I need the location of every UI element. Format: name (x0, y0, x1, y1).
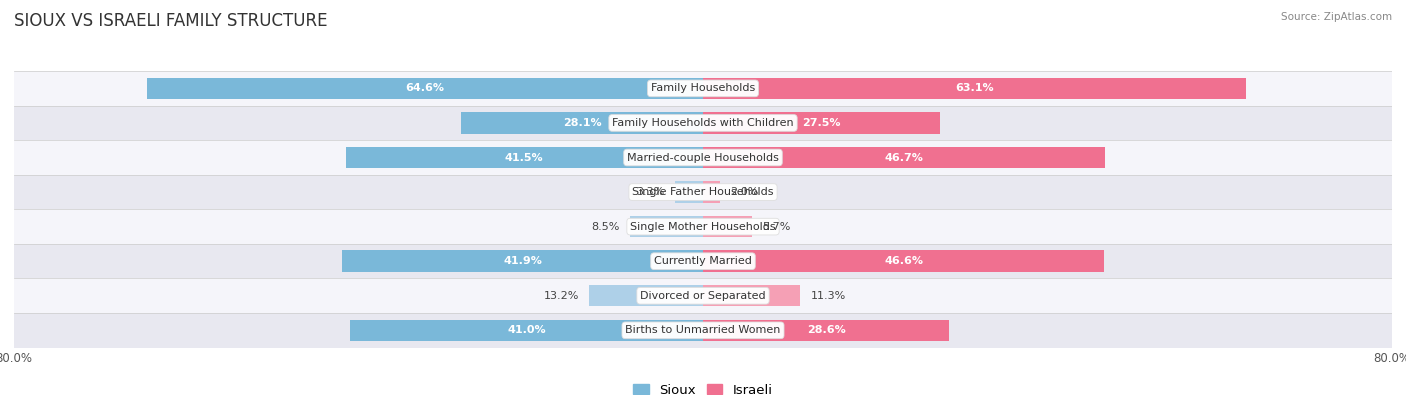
Text: SIOUX VS ISRAELI FAMILY STRUCTURE: SIOUX VS ISRAELI FAMILY STRUCTURE (14, 12, 328, 30)
Bar (703, 320, 949, 341)
Bar (675, 181, 703, 203)
Bar (14, 313, 1392, 348)
Text: Births to Unmarried Women: Births to Unmarried Women (626, 325, 780, 335)
Bar (346, 147, 703, 168)
Bar (14, 244, 1392, 278)
Text: 13.2%: 13.2% (544, 291, 579, 301)
Bar (703, 78, 1246, 99)
Bar (703, 216, 752, 237)
Text: Married-couple Households: Married-couple Households (627, 152, 779, 162)
Bar (350, 320, 703, 341)
Bar (703, 285, 800, 307)
Text: Single Mother Households: Single Mother Households (630, 222, 776, 231)
Text: 8.5%: 8.5% (591, 222, 620, 231)
Text: 11.3%: 11.3% (811, 291, 846, 301)
Bar (703, 112, 939, 134)
Bar (589, 285, 703, 307)
Text: 3.3%: 3.3% (636, 187, 664, 197)
Bar (14, 175, 1392, 209)
Text: 27.5%: 27.5% (803, 118, 841, 128)
Text: 41.9%: 41.9% (503, 256, 543, 266)
Bar (14, 140, 1392, 175)
Text: Source: ZipAtlas.com: Source: ZipAtlas.com (1281, 12, 1392, 22)
Bar (703, 181, 720, 203)
Bar (461, 112, 703, 134)
Bar (703, 147, 1105, 168)
Bar (14, 278, 1392, 313)
Text: 63.1%: 63.1% (956, 83, 994, 93)
Text: Single Father Households: Single Father Households (633, 187, 773, 197)
Bar (342, 250, 703, 272)
Text: Family Households: Family Households (651, 83, 755, 93)
Bar (14, 209, 1392, 244)
Text: 28.6%: 28.6% (807, 325, 845, 335)
Text: 41.5%: 41.5% (505, 152, 544, 162)
Text: 5.7%: 5.7% (762, 222, 790, 231)
Text: Currently Married: Currently Married (654, 256, 752, 266)
Text: 46.7%: 46.7% (884, 152, 924, 162)
Text: 64.6%: 64.6% (405, 83, 444, 93)
Text: 28.1%: 28.1% (562, 118, 602, 128)
Text: 2.0%: 2.0% (731, 187, 759, 197)
Legend: Sioux, Israeli: Sioux, Israeli (627, 378, 779, 395)
Bar (14, 106, 1392, 140)
Text: Divorced or Separated: Divorced or Separated (640, 291, 766, 301)
Bar (14, 71, 1392, 106)
Text: Family Households with Children: Family Households with Children (612, 118, 794, 128)
Bar (703, 250, 1104, 272)
Text: 46.6%: 46.6% (884, 256, 924, 266)
Text: 41.0%: 41.0% (508, 325, 546, 335)
Bar (146, 78, 703, 99)
Bar (630, 216, 703, 237)
